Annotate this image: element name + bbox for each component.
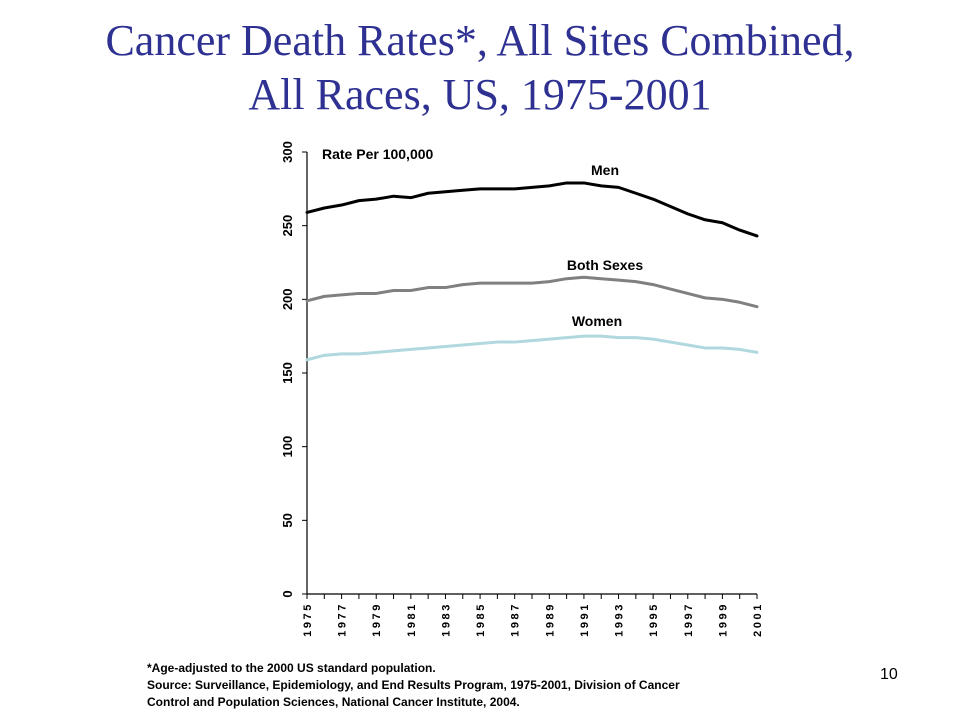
x-tick-label: 1997 xyxy=(683,602,695,637)
series-lines xyxy=(305,181,759,362)
x-tick-label: 1991 xyxy=(579,602,591,637)
slide-title-line-1: Cancer Death Rates*, All Sites Combined, xyxy=(105,16,855,65)
y-tick-label: 50 xyxy=(280,513,295,527)
y-tick-label: 300 xyxy=(280,141,295,163)
x-tick-label: 1977 xyxy=(337,602,349,637)
chart-labels: Rate Per 100,000 Men Both Sexes Women xyxy=(322,146,643,329)
y-tick-label: 200 xyxy=(280,288,295,310)
y-tick-label: 100 xyxy=(280,436,295,458)
chart-axes: 0 50 100 150 200 250 300 1975 1977 1979 1981 1983 19… xyxy=(280,141,764,637)
footnote-age-adjusted: *Age-adjusted to the 2000 US standard po… xyxy=(147,661,436,675)
x-tick-label: 1981 xyxy=(406,602,418,637)
footnote-source: Source: Surveillance, Epidemiology, and … xyxy=(147,678,680,692)
y-tick-label: 250 xyxy=(280,215,295,237)
x-tick-label: 1993 xyxy=(614,602,626,637)
footnote: *Age-adjusted to the 2000 US standard po… xyxy=(147,660,827,711)
footnote-source-cont: Control and Population Sciences, Nationa… xyxy=(147,695,520,709)
slide-title-line-2: All Races, US, 1975-2001 xyxy=(248,70,712,119)
y-tick-label: 0 xyxy=(280,590,295,597)
x-tick-label: 1979 xyxy=(371,602,383,637)
x-tick-label: 1987 xyxy=(510,602,522,637)
x-tick-label: 2001 xyxy=(752,602,764,637)
x-tick-label: 1983 xyxy=(440,602,452,637)
page-number: 10 xyxy=(880,666,898,683)
series-line-women xyxy=(305,334,759,362)
series-line-both-sexes xyxy=(305,275,759,309)
x-tick-label: 1989 xyxy=(544,602,556,637)
y-tick-label: 150 xyxy=(280,362,295,384)
x-tick-label: 1985 xyxy=(475,602,487,637)
y-axis-label: Rate Per 100,000 xyxy=(322,146,434,162)
slide-title: Cancer Death Rates*, All Sites Combined,… xyxy=(0,14,960,122)
x-tick-label: 1975 xyxy=(302,602,314,637)
series-label-men: Men xyxy=(591,162,619,178)
x-tick-label: 1999 xyxy=(717,602,729,637)
series-line-men xyxy=(305,181,759,238)
series-label-women: Women xyxy=(572,313,622,329)
x-tick-label: 1995 xyxy=(648,602,660,637)
series-label-both-sexes: Both Sexes xyxy=(567,257,643,273)
